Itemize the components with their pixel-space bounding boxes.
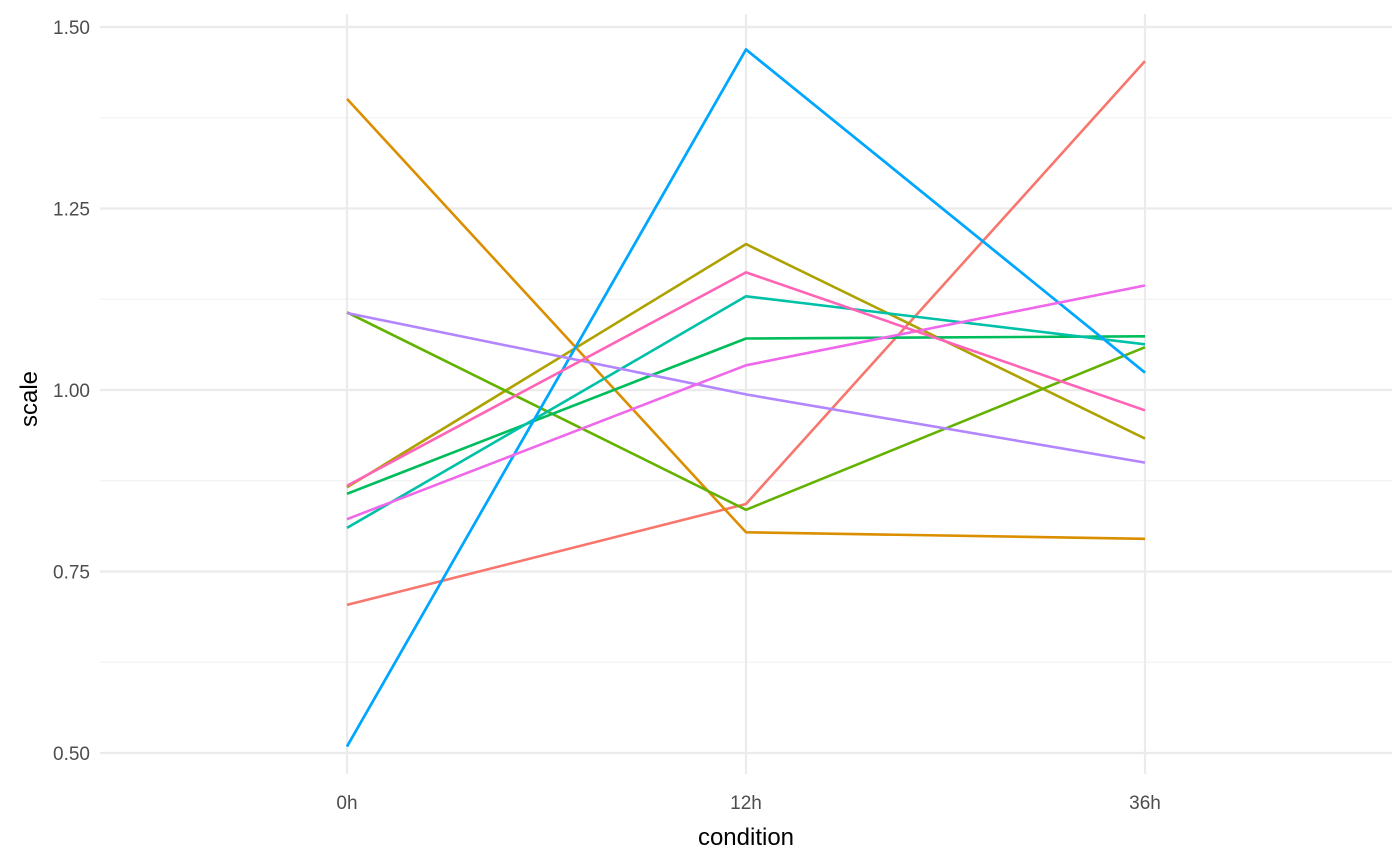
series-line-10 xyxy=(346,284,1146,521)
series-line-1 xyxy=(346,60,1146,607)
series-line-5 xyxy=(346,335,1146,496)
series-line-4 xyxy=(346,311,1146,512)
x-tick-label: 0h xyxy=(336,793,357,814)
y-tick-label: 1.50 xyxy=(53,18,90,39)
y-tick-label: 1.00 xyxy=(53,381,90,402)
series-lines xyxy=(345,48,1146,748)
tick-labels: 0.50 0.75 1.00 1.25 1.50 0h 12h 36h xyxy=(53,18,1161,814)
grid xyxy=(100,14,1392,774)
y-tick-label: 1.25 xyxy=(53,200,90,221)
y-axis-title: scale xyxy=(16,371,43,427)
series-line-2 xyxy=(346,98,1146,541)
series-line-3 xyxy=(346,242,1146,489)
y-tick-label: 0.50 xyxy=(53,744,90,765)
series-line-6 xyxy=(346,294,1146,530)
series-line-9 xyxy=(346,311,1146,464)
x-tick-label: 12h xyxy=(730,793,762,814)
series-line-11 xyxy=(346,271,1146,487)
y-tick-label: 0.75 xyxy=(53,563,90,584)
series-line-8 xyxy=(345,48,1146,748)
x-tick-label: 36h xyxy=(1129,793,1161,814)
x-axis-title: condition xyxy=(698,824,794,851)
